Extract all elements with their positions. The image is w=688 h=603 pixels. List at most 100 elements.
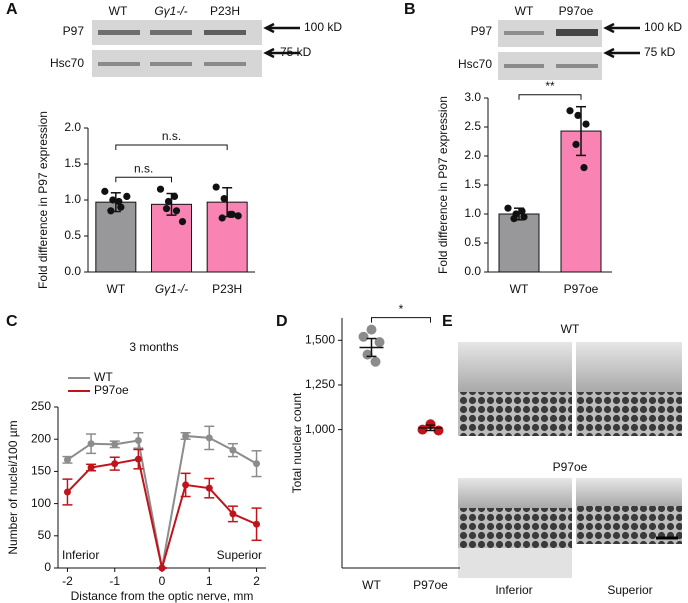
bracket [115,176,172,183]
lane-label: Gγ1-/- [154,4,187,18]
marker-label: 100 kD [644,20,682,34]
marker [158,564,166,572]
y-tick-label: 250 [31,399,51,413]
data-point [178,218,187,226]
marker [134,455,142,463]
data-point [566,107,574,115]
band [98,62,140,66]
y-tick-label: 50 [38,528,52,542]
y-tick-label: 1,500 [305,332,335,346]
annotation: Superior [217,548,262,562]
group-label: P97oe [553,460,588,474]
x-tick-label: P97oe [564,282,599,296]
x-tick-label: WT [362,578,381,592]
marker [134,436,142,444]
marker [229,510,237,518]
y-axis-label: Fold difference in P97 expression [36,111,50,289]
row-label: P97 [63,24,85,38]
band [150,62,192,66]
y-tick-label: 1.5 [464,177,481,191]
x-tick-label: WT [107,282,126,296]
x-tick-label: P23H [212,282,242,296]
y-tick-label: 1.0 [64,192,81,206]
y-tick-label: 150 [31,464,51,478]
data-point [226,210,234,218]
image [576,392,682,436]
marker-label: 75 kD [280,45,312,59]
y-tick-label: 100 [31,496,51,510]
significance: ** [545,79,555,93]
x-tick-label: WT [510,282,529,296]
y-tick-label: 0.0 [464,264,481,278]
x-tick-label: Gγ1-/- [155,282,188,296]
y-tick-label: 1.0 [464,206,481,220]
marker [87,464,95,472]
bar [95,201,137,273]
data-point [580,164,588,172]
y-tick-label: 1.5 [64,156,81,170]
y-tick-label: 2.0 [464,148,481,162]
data-point [370,356,381,367]
image [458,342,572,392]
image [458,548,572,578]
x-tick-label: -2 [62,574,73,588]
x-tick-label: 2 [253,574,260,588]
band [504,31,544,35]
legend-label: P97oe [94,383,129,397]
x-tick-label: -1 [109,574,120,588]
data-point [115,197,123,206]
data-point [510,215,518,223]
panel-label: A [6,1,18,18]
y-tick-label: 2.5 [464,119,481,133]
significance: * [399,302,404,316]
y-tick-label: 0.5 [464,235,481,249]
row-label: Hsc70 [458,57,492,71]
panel-label: B [404,1,416,18]
marker [63,456,71,464]
data-point [220,194,228,203]
lane-label: P23H [210,4,240,18]
marker [182,481,190,489]
arrow [263,47,300,59]
y-tick-label: 1,000 [305,422,335,436]
band [204,30,246,35]
panel-label: D [276,313,288,330]
data-point [123,192,131,200]
data-point [234,212,242,220]
y-tick-label: 200 [31,431,51,445]
bracket [371,317,431,323]
panel-label: E [442,313,453,330]
y-tick-label: 0 [44,560,51,574]
y-axis-label: Fold difference in P97 expression [436,96,450,274]
panel-label: C [6,313,18,330]
marker [87,440,95,448]
image [576,478,682,506]
data-point [582,120,590,128]
row-label: P97 [471,24,493,38]
bar [498,213,540,273]
data-point [366,324,377,335]
marker [63,488,71,496]
data-point [572,140,580,148]
data-point [109,196,117,204]
annotation: Inferior [62,548,99,562]
y-axis-label: Total nuclear count [290,392,304,493]
marker [111,460,119,468]
y-tick-label: 0.5 [64,228,81,242]
image [458,508,572,548]
data-point [218,214,226,222]
band [98,30,140,35]
band [556,64,598,68]
image [458,478,572,508]
band [556,29,598,36]
arrow [603,22,640,34]
significance: n.s. [134,161,153,175]
marker [229,446,237,454]
data-point [117,203,125,211]
y-tick-label: 0.0 [64,264,81,278]
y-tick-label: 3.0 [464,90,481,104]
data-point [164,197,173,206]
image [576,342,682,392]
marker [205,434,213,442]
